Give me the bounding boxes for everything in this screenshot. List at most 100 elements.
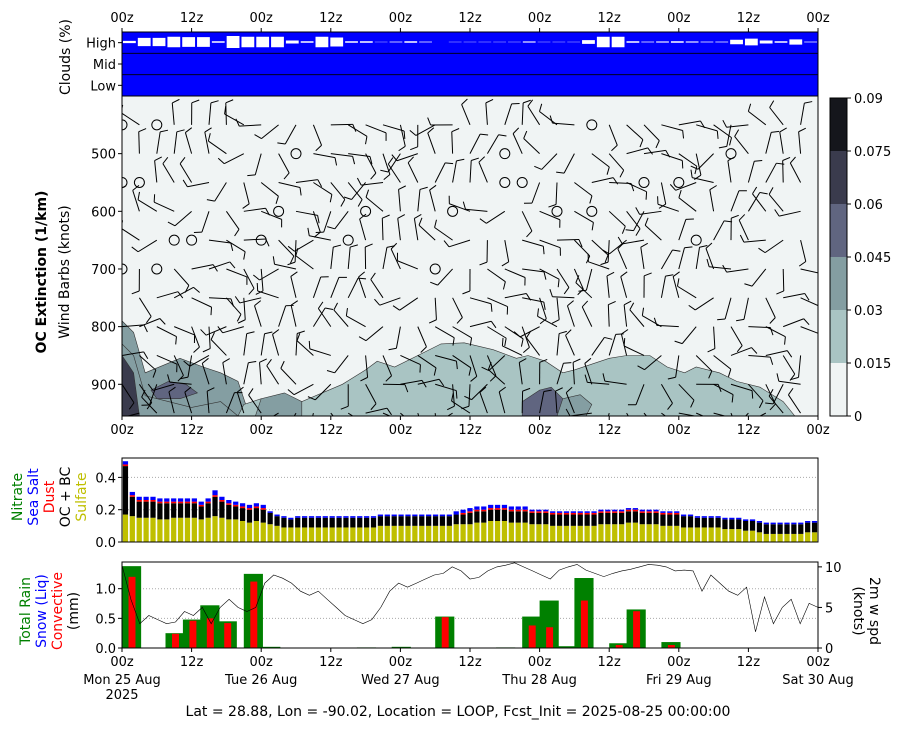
aerosol-bar-segment xyxy=(494,508,501,510)
aerosol-bar-segment xyxy=(577,514,583,526)
wind-barb xyxy=(312,211,321,233)
wind-barb-flag xyxy=(147,383,154,391)
wind-barb-flag xyxy=(185,127,193,133)
wind-barb xyxy=(748,110,767,126)
wind-barb-flag xyxy=(479,386,487,393)
wind-barb-flag xyxy=(108,319,116,320)
time-tick-label: 12z xyxy=(598,423,622,438)
wind-barb-flag xyxy=(468,367,472,376)
aerosol-bar-segment xyxy=(301,516,308,518)
wind-barb-flag xyxy=(480,133,489,136)
wind-barb xyxy=(788,394,802,414)
aerosol-bar-segment xyxy=(687,514,694,517)
aerosol-bar-segment xyxy=(177,501,184,504)
wind-barb-flag xyxy=(619,169,625,178)
wind-barb-flag xyxy=(172,98,180,104)
wind-barb xyxy=(587,381,610,385)
aerosol-bar-segment xyxy=(295,517,301,528)
wind-barb xyxy=(486,134,499,154)
wind-barb xyxy=(141,396,158,414)
time-tick-label: 12z xyxy=(598,655,622,670)
wind-barb-flag xyxy=(769,317,776,324)
convective-bar xyxy=(441,617,449,648)
aerosol-bar-segment xyxy=(239,508,246,521)
wind-barb-flag xyxy=(369,156,373,165)
time-tick-label-top: 00z xyxy=(528,11,552,26)
wind-barb xyxy=(274,263,297,270)
aerosol-bar-segment xyxy=(315,516,322,518)
wind-barb xyxy=(539,111,558,126)
wind-barb xyxy=(370,279,384,299)
wind-barb xyxy=(437,268,453,286)
aerosol-bar-segment xyxy=(343,517,349,528)
colorbar: 0 0.015 0.03 0.045 0.06 0.075 0.09 xyxy=(829,92,891,425)
wind-barb xyxy=(730,347,752,356)
cloud-level-label: High xyxy=(86,37,116,52)
aerosol-bar-segment xyxy=(233,506,239,520)
colorbar-tick-label: 0.03 xyxy=(854,304,883,319)
wind-barb xyxy=(556,333,560,356)
aerosol-bar-segment xyxy=(260,504,266,509)
date-tick-label: Sat 30 Aug xyxy=(782,673,854,688)
precip-tick-label: 0.5 xyxy=(95,612,116,627)
wind-barb xyxy=(626,211,641,230)
wind-barb-flag xyxy=(641,307,645,316)
wind-barb xyxy=(435,354,457,362)
wind-barb xyxy=(643,124,660,141)
wind-barb-flag xyxy=(182,179,188,187)
high-cloud-gap xyxy=(404,41,418,43)
wind-barb-flag xyxy=(287,389,295,396)
wind-barb xyxy=(397,218,401,241)
wind-barb xyxy=(608,153,625,171)
aerosol-bar-segment xyxy=(529,509,535,512)
wind-barb xyxy=(521,211,533,232)
aerosol-bar-segment xyxy=(791,533,797,542)
aerosol-bar-segment xyxy=(295,516,301,518)
wind-barb-flag xyxy=(565,329,572,336)
wind-barb xyxy=(323,211,332,233)
aerosol-bar-segment xyxy=(453,524,459,542)
high-cloud-gap xyxy=(330,37,344,47)
aerosol-bar-segment xyxy=(591,514,597,526)
rain-bar xyxy=(557,646,577,648)
aerosol-bar-segment xyxy=(770,522,776,525)
wind-barb-flag xyxy=(404,384,409,393)
time-tick-label: 12z xyxy=(737,655,761,670)
wind-barb xyxy=(504,268,526,278)
aerosol-bar-segment xyxy=(246,504,253,509)
colorbar-segment xyxy=(830,151,847,204)
wind-barb xyxy=(295,333,298,356)
wind-barb xyxy=(330,412,334,416)
time-tick-label: 00z xyxy=(110,655,134,670)
wind-barb-flag xyxy=(789,373,796,381)
convective-bar xyxy=(667,645,675,648)
wind-barb xyxy=(633,211,645,231)
high-cloud-gap xyxy=(641,41,655,43)
cloud-fill xyxy=(122,32,818,96)
aerosol-bar-segment xyxy=(460,509,466,513)
wind-barb xyxy=(765,297,776,318)
aerosol-bar-segment xyxy=(467,524,473,542)
wind-barb xyxy=(504,293,527,299)
calm-wind-circle xyxy=(638,176,650,188)
wind-barb xyxy=(713,412,727,416)
aerosol-bar-segment xyxy=(281,527,287,542)
wind-barb-flag xyxy=(738,214,746,221)
aerosol-bar-segment xyxy=(674,511,680,513)
aerosol-bar-segment xyxy=(722,519,728,530)
wind-barb-flag xyxy=(462,201,466,210)
wind-barb xyxy=(713,326,716,349)
aerosol-bar-segment xyxy=(136,501,142,518)
aerosol-bar-segment xyxy=(811,532,818,542)
wind-barb-flag xyxy=(225,99,234,104)
wind-barb-flag xyxy=(556,171,565,174)
wind-barb-flag xyxy=(653,317,658,326)
aerosol-bar-segment xyxy=(536,524,542,542)
wind-barb xyxy=(347,412,354,416)
time-tick-label: 00z xyxy=(667,655,691,670)
high-cloud-gap xyxy=(137,37,151,47)
wind-barb-flag xyxy=(782,156,791,161)
wind-barb-flag xyxy=(543,389,552,393)
wind-barb xyxy=(205,326,227,336)
high-cloud-gap xyxy=(685,41,699,43)
